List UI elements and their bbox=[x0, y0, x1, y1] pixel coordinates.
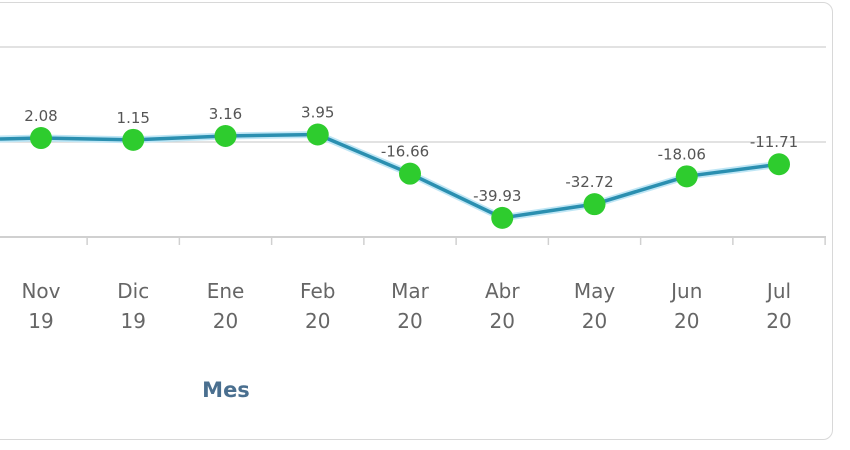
data-label: 1.15 bbox=[117, 109, 150, 127]
x-tick-label: Jun 20 bbox=[669, 279, 702, 333]
x-tick-label: Abr 20 bbox=[485, 279, 520, 333]
x-tick-label: Jul 20 bbox=[765, 279, 792, 333]
series-line bbox=[0, 132, 780, 220]
data-label: -39.93 bbox=[473, 187, 521, 205]
data-point bbox=[306, 123, 329, 146]
x-tick-label: Feb 20 bbox=[300, 279, 335, 333]
chart-frame bbox=[0, 2, 833, 440]
x-tick-label: Mar 20 bbox=[391, 279, 430, 333]
data-label: -16.66 bbox=[381, 143, 429, 161]
x-tick-label: Nov 19 bbox=[21, 279, 60, 333]
data-point bbox=[122, 128, 145, 151]
x-tick-label: May 20 bbox=[574, 279, 616, 333]
data-label: 3.95 bbox=[301, 103, 334, 121]
x-tick-label: Dic 19 bbox=[117, 279, 149, 333]
data-point bbox=[30, 127, 52, 150]
data-point bbox=[675, 165, 698, 188]
data-point bbox=[583, 193, 606, 216]
data-point bbox=[214, 124, 237, 147]
data-label: -18.06 bbox=[658, 145, 706, 163]
data-label: 3.16 bbox=[209, 105, 242, 123]
data-point bbox=[768, 153, 790, 176]
data-point bbox=[491, 206, 514, 229]
data-label: -11.71 bbox=[750, 133, 798, 151]
x-axis-title: Mes bbox=[202, 378, 250, 402]
data-point bbox=[399, 162, 421, 185]
data-label: 2.08 bbox=[24, 107, 57, 125]
data-label: -32.72 bbox=[565, 173, 613, 191]
x-tick-label: Ene 20 bbox=[207, 279, 245, 333]
